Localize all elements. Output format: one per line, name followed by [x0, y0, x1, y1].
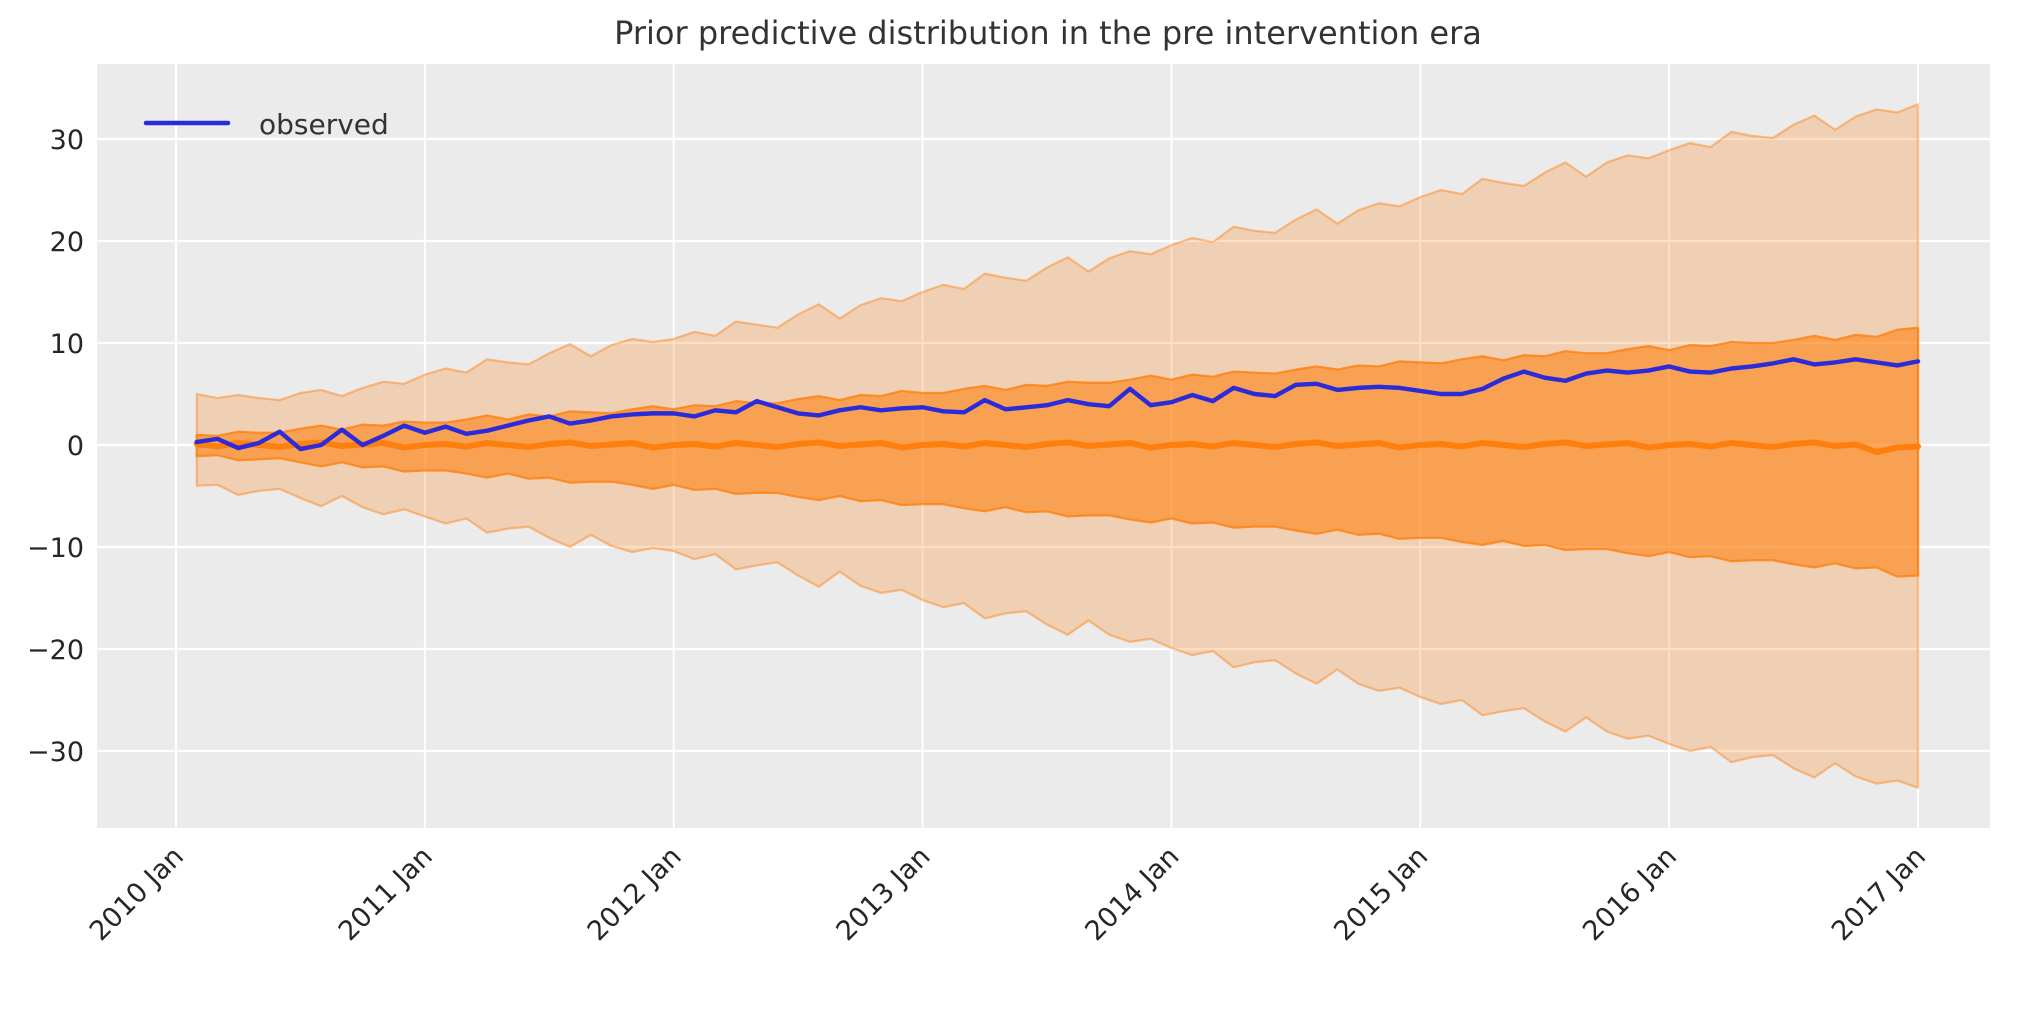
x-tick-label: 2010 Jan — [84, 841, 190, 947]
x-tick-label-group: 2013 Jan — [831, 841, 937, 947]
y-tick-label: 10 — [50, 329, 84, 360]
observed-line — [194, 357, 1921, 452]
y-axis-tick-labels: 30 20 10 0 −10 −20 −30 — [27, 125, 84, 768]
y-tick-label: 0 — [67, 431, 84, 462]
legend: observed — [143, 108, 389, 141]
x-tick-label: 2013 Jan — [831, 841, 937, 947]
legend-observed-label: observed — [259, 108, 389, 141]
x-tick-label: 2011 Jan — [333, 841, 439, 947]
x-tick-label-group: 2017 Jan — [1826, 841, 1932, 947]
x-tick-label: 2017 Jan — [1826, 841, 1932, 947]
x-tick-label-group: 2011 Jan — [333, 841, 439, 947]
y-tick-label: 20 — [50, 227, 84, 258]
x-tick-label: 2016 Jan — [1577, 841, 1683, 947]
x-tick-label-group: 2014 Jan — [1079, 841, 1185, 947]
x-axis-tick-labels: 2010 Jan 2011 Jan 2012 Jan 2013 Jan 2014 Jan… — [84, 841, 1932, 947]
inner-credible-band — [195, 326, 1920, 578]
data-layer — [193, 103, 1921, 789]
x-tick-label-group: 2016 Jan — [1577, 841, 1683, 947]
y-tick-label: −30 — [27, 737, 84, 768]
prior-median-line — [193, 439, 1921, 456]
y-tick-label: −20 — [27, 635, 84, 666]
x-tick-label-group: 2010 Jan — [84, 841, 190, 947]
x-tick-label: 2014 Jan — [1079, 841, 1185, 947]
y-tick-label: −10 — [27, 533, 84, 564]
x-tick-label-group: 2015 Jan — [1328, 841, 1434, 947]
x-tick-label: 2012 Jan — [582, 841, 688, 947]
x-tick-label: 2015 Jan — [1328, 841, 1434, 947]
x-tick-label-group: 2012 Jan — [582, 841, 688, 947]
chart-title: Prior predictive distribution in the pre… — [614, 14, 1482, 52]
y-tick-label: 30 — [50, 125, 84, 156]
